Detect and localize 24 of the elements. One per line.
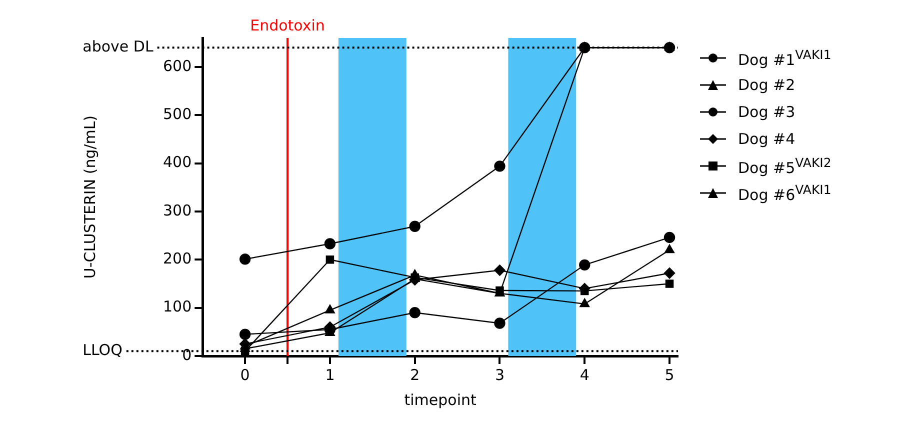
legend-label: Dog #5$^{VAKI2}$ (738, 154, 832, 176)
y-tick-label: 300 (162, 201, 192, 220)
x-tick-label: 1 (325, 366, 335, 384)
x-tick-label: 2 (410, 366, 420, 384)
y-tick-label: 100 (162, 298, 192, 316)
y-tick-label: 500 (162, 104, 192, 123)
x-tick-label: 5 (664, 366, 674, 384)
legend-label: Dog #6$^{VAKI1}$ (738, 182, 832, 204)
x-tick-label: 4 (580, 366, 590, 384)
x-tick-label: 0 (240, 366, 250, 384)
ref-line-label: LLOQ (82, 341, 122, 360)
y-axis-title: U-CLUSTERIN (ng/mL) (80, 115, 99, 279)
y-tick-label: 600 (162, 56, 192, 75)
ref-line-label: above DL (82, 38, 154, 56)
legend-label: Dog #3 (738, 102, 796, 120)
y-tick-label: 200 (162, 250, 192, 268)
legend-label: Dog #4 (738, 130, 796, 148)
y-tick-label: 0 (182, 346, 192, 364)
legend-label: Dog #2 (738, 76, 796, 94)
ref-line-label: Endotoxin (250, 16, 325, 34)
x-axis-title: timepoint (404, 390, 476, 409)
legend-label: Dog #1$^{VAKI1}$ (738, 46, 832, 68)
x-tick-label: 3 (494, 366, 505, 384)
y-tick-label: 400 (162, 153, 192, 172)
